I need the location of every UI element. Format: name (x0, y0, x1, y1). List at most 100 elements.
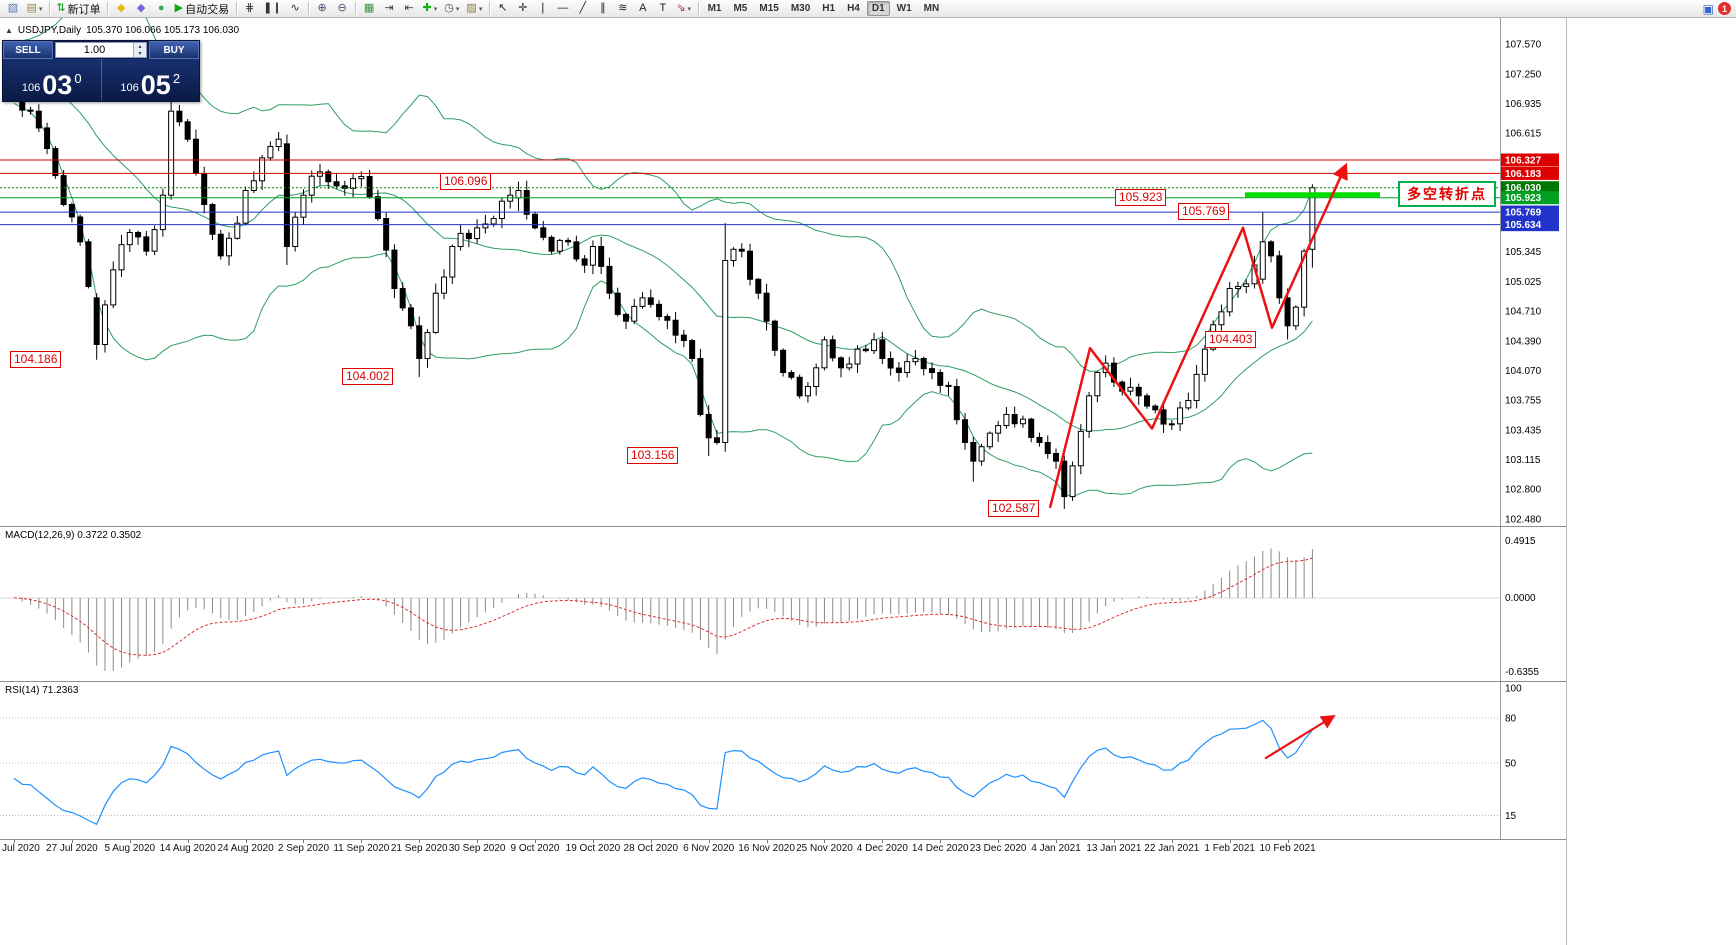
svg-text:103.435: 103.435 (1505, 425, 1542, 436)
cursor-icon[interactable]: ↖ (493, 1, 512, 17)
autotrading-glyph: ▶ (174, 2, 184, 14)
svg-text:102.480: 102.480 (1505, 515, 1542, 526)
price-label-box: 105.923 (1115, 188, 1167, 206)
date-label: 5 Aug 2020 (104, 843, 156, 854)
dropdown-caret-icon: ▾ (38, 5, 43, 13)
auto-scroll-icon[interactable]: ⇥ (380, 1, 399, 17)
sell-button[interactable]: SELL (3, 41, 53, 59)
price-tag (1501, 191, 1559, 205)
dropdown-caret-icon: ▾ (455, 5, 460, 13)
fibonacci-icon[interactable]: ≋ (613, 1, 632, 17)
volume-down-button[interactable]: ▾ (134, 50, 146, 57)
buy-button[interactable]: BUY (149, 41, 199, 59)
price-axis: 107.570 107.250 106.935 106.615 105.345 105.0… (1505, 40, 1542, 526)
trend-zigzag-arrow (1048, 162, 1348, 509)
crosshair-icon[interactable]: ✛ (513, 1, 532, 17)
volume-value[interactable]: 1.00 (83, 44, 106, 56)
price-tag (1501, 218, 1559, 232)
ohlc-values: 105.370 106.066 105.173 106.030 (86, 25, 240, 36)
svg-text:105.769: 105.769 (1505, 208, 1542, 219)
sell-price-button[interactable]: 106 03 0 (3, 59, 101, 101)
date-label: 30 Sep 2020 (448, 843, 506, 854)
time-axis-tick (1113, 840, 1115, 843)
date-label: 9 Oct 2020 (510, 843, 560, 854)
timeframe-d1-button[interactable]: D1 (866, 1, 890, 16)
time-axis-tick (187, 840, 189, 843)
profiles-button[interactable]: ▤ ▾ (24, 1, 46, 17)
timeframe-m5-button[interactable]: M5 (733, 3, 748, 14)
bar-chart-mode-glyph: ⋕ (245, 2, 255, 14)
market-icon[interactable]: ● (152, 1, 171, 17)
fibonacci-glyph: ≋ (618, 2, 628, 14)
equidistant-channel-icon[interactable]: ∥ (593, 1, 612, 17)
templates-button[interactable]: ▨ ▾ (463, 1, 485, 17)
time-axis-tick (708, 840, 710, 843)
timeframe-w1-button[interactable]: W1 (896, 3, 912, 14)
metaeditor-icon[interactable]: ◆ (112, 1, 131, 17)
date-label: 10 Feb 2021 (1259, 843, 1316, 854)
date-label: 4 Dec 2020 (856, 843, 908, 854)
notification-badge[interactable]: 1 (1718, 2, 1731, 15)
trendline-icon[interactable]: ╱ (573, 1, 592, 17)
arrows-icon[interactable]: ⇘ ▾ (673, 1, 694, 17)
toolbar-separator (308, 2, 310, 15)
chart-shift-icon[interactable]: ⇤ (400, 1, 419, 17)
price-tag (1501, 153, 1559, 167)
buy-price-button[interactable]: 106 05 2 (100, 59, 200, 101)
terminal-update-icon[interactable]: ▣ (1702, 1, 1714, 16)
zoom-in-glyph: ⊕ (317, 2, 327, 14)
zoom-out-glyph: ⊖ (337, 2, 347, 14)
candlestick-mode-icon[interactable]: ❚❙ (260, 1, 284, 17)
zoom-out-icon[interactable]: ⊖ (333, 1, 352, 17)
toolbar-separator (235, 2, 237, 15)
rsi-panel[interactable]: 100 80 50 15 RSI(14) 71.2363 (0, 681, 1566, 839)
tile-windows-icon[interactable]: ▦ (360, 1, 379, 17)
timeframe-m15-button[interactable]: M15 (759, 3, 779, 14)
timeframe-m30-button[interactable]: M30 (790, 3, 811, 14)
text-label-icon[interactable]: T (653, 1, 672, 17)
periods-button[interactable]: ◷ ▾ (441, 1, 462, 17)
timeframe-m1-button[interactable]: M1 (707, 3, 722, 14)
horizontal-line-icon[interactable]: ― (553, 1, 572, 17)
vertical-line-icon[interactable]: ❘ (533, 1, 552, 17)
autotrading-button[interactable]: ▶ 自动交易 (172, 1, 232, 17)
timeframe-h4-button[interactable]: H4 (847, 3, 860, 14)
text-icon[interactable]: A (633, 1, 652, 17)
text-label-glyph: T (659, 2, 667, 14)
right-empty-area (1567, 18, 1736, 945)
price-chart[interactable]: 107.570 107.250 106.935 106.615 105.345 105.0… (0, 18, 1566, 526)
bollinger-bands (13, 18, 1313, 498)
svg-text:106.615: 106.615 (1505, 129, 1542, 140)
rsi-trend-arrow (1264, 715, 1336, 760)
periods-glyph: ◷ (444, 2, 454, 14)
timeframe-buttons-group: M1 M5 M15 M30 H1 H4 D1 W1 MN (702, 0, 946, 18)
volume-up-button[interactable]: ▴ (134, 43, 146, 50)
indicators-button[interactable]: ✚ ▾ (420, 1, 441, 17)
equidistant-channel-glyph: ∥ (600, 2, 606, 14)
profiles-glyph: ▤ (26, 2, 37, 14)
new-order-glyph: ⇅ (56, 2, 66, 14)
new-chart-button[interactable]: ▧ (4, 1, 23, 17)
zoom-in-icon[interactable]: ⊕ (313, 1, 332, 17)
volume-field[interactable]: 1.00 ▴ ▾ (55, 42, 147, 58)
bar-chart-mode-icon[interactable]: ⋕ (240, 1, 259, 17)
price-chart-panel[interactable]: 107.570 107.250 106.935 106.615 105.345 105.0… (0, 18, 1566, 526)
trendline-glyph: ╱ (579, 2, 587, 14)
templates-glyph: ▨ (466, 2, 477, 14)
macd-panel[interactable]: 0.4915 0.0000 -0.6355 MACD(12,26,9) 0.3722… (0, 526, 1566, 681)
price-tag (1501, 166, 1559, 180)
line-chart-mode-icon[interactable]: ∿ (286, 1, 305, 17)
date-label: 25 Nov 2020 (796, 843, 853, 854)
price-tag (1501, 181, 1559, 195)
price-label-box: 104.186 (10, 350, 62, 368)
timeframe-h1-button[interactable]: H1 (822, 3, 836, 14)
community-icon[interactable]: ◆ (132, 1, 151, 17)
horizontal-lines (0, 159, 1500, 226)
timeframe-mn-button[interactable]: MN (923, 3, 940, 14)
crosshair-glyph: ✛ (518, 2, 528, 14)
price-label-box: 104.002 (342, 367, 394, 385)
dropdown-caret-icon: ▾ (433, 5, 438, 13)
new-order-button[interactable]: ⇅ 新订单 (53, 1, 103, 17)
collapse-trade-panel-icon[interactable]: ▲ (5, 26, 13, 35)
